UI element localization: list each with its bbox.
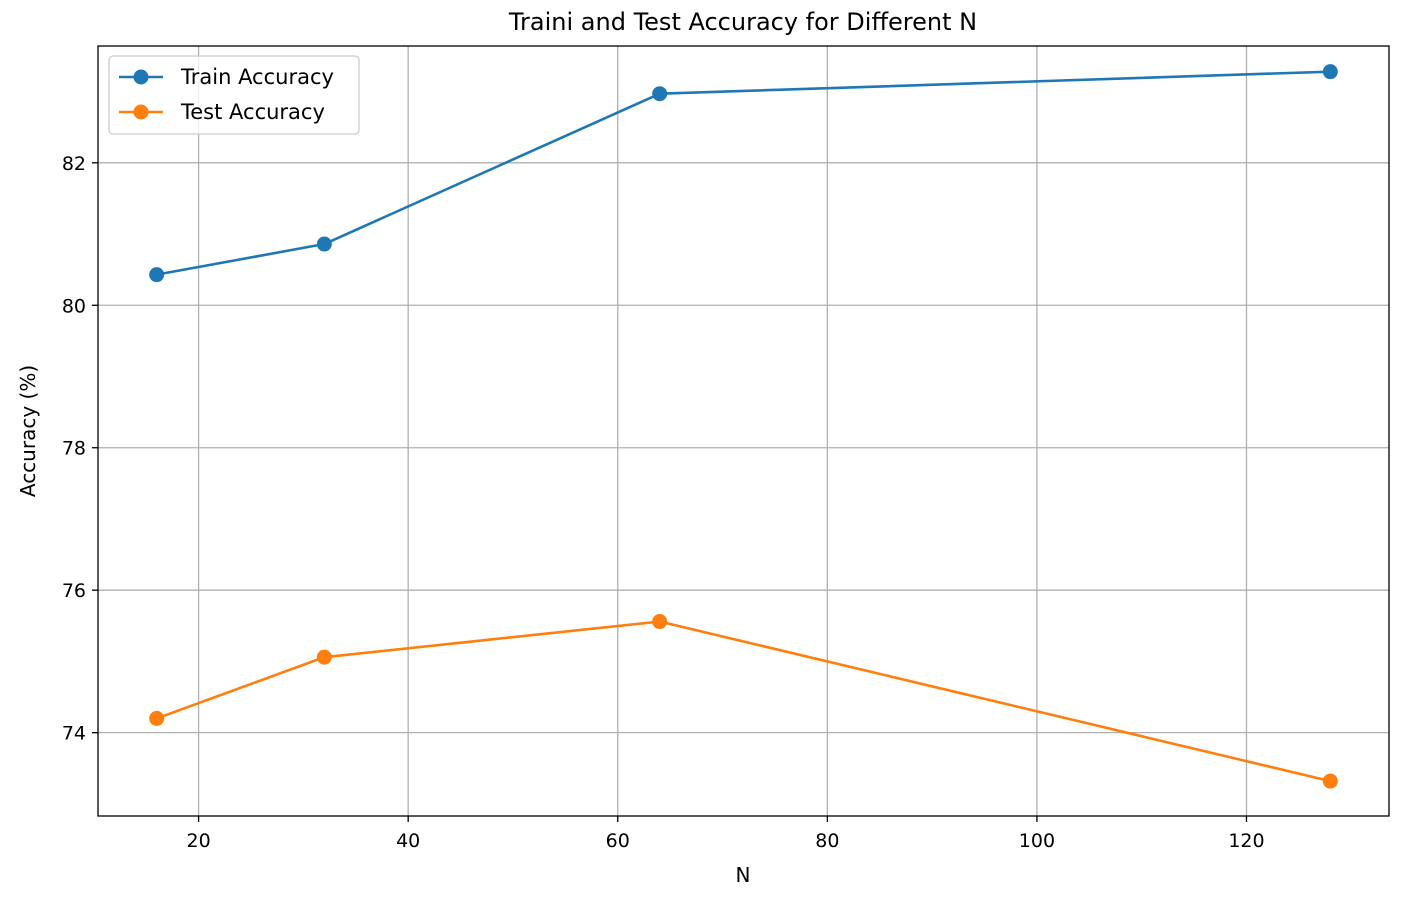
data-point-0 [1322,64,1338,80]
x-tick-label: 20 [187,830,211,852]
x-axis-label: N [736,863,751,887]
y-tick-label: 80 [62,295,86,317]
grid-lines [98,46,1389,816]
x-tick-label: 100 [1019,830,1055,852]
y-tick-label: 76 [62,580,86,602]
data-point-0 [652,86,668,102]
x-tick-label: 120 [1228,830,1264,852]
y-tick-label: 78 [62,438,86,460]
data-point-1 [316,649,332,665]
chart-title: Traini and Test Accuracy for Different N [508,8,977,36]
axis-ticks: 20 40 60 80 100 120 74 76 78 80 82 [62,153,1265,852]
data-point-1 [149,710,165,726]
legend-marker-0 [133,69,149,85]
data-point-1 [652,614,668,630]
series-layer [149,64,1338,789]
legend-label-1: Test Accuracy [180,100,325,124]
x-tick-label: 60 [606,830,630,852]
data-point-0 [149,267,165,283]
legend-marker-1 [133,104,149,120]
data-point-0 [316,236,332,252]
series-line-0 [155,70,1332,276]
legend-label-0: Train Accuracy [180,65,334,89]
x-tick-label: 40 [396,830,420,852]
y-tick-label: 74 [62,723,86,745]
y-tick-label: 82 [62,153,86,175]
y-axis-label: Accuracy (%) [16,365,40,497]
legend-box [108,55,360,135]
plot-frame [97,45,1390,817]
data-point-1 [1322,773,1338,789]
x-tick-label: 80 [815,830,839,852]
legend: Train Accuracy Test Accuracy [108,55,360,135]
series-line-1 [155,620,1332,783]
